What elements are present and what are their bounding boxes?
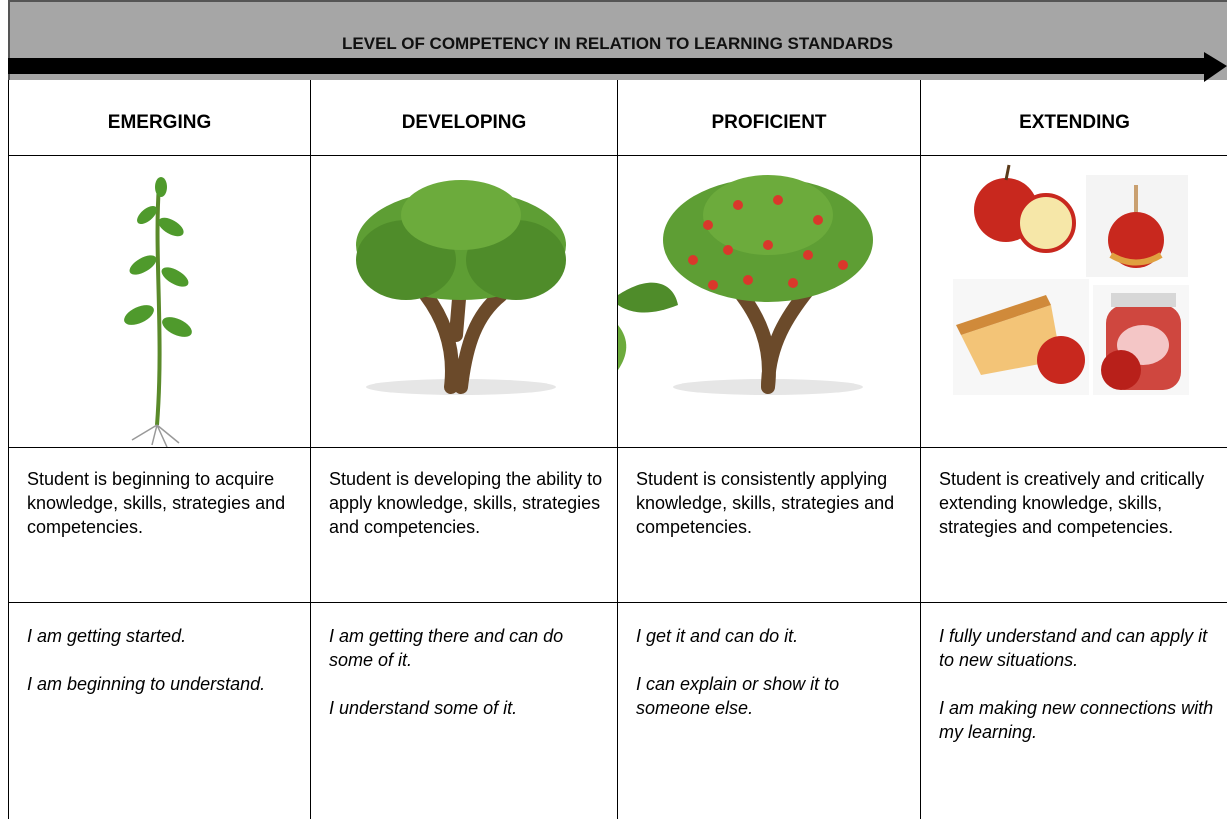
column: DEVELOPING Student is developing the abi… [310,80,617,819]
statement: I fully understand and can apply it to n… [939,626,1208,670]
image-cell [311,155,617,448]
column: PROFICIENT Student is consistently apply… [617,80,920,819]
header-title: LEVEL OF COMPETENCY IN RELATION TO LEARN… [342,34,893,53]
description: Student is creatively and critically ext… [921,447,1227,603]
statement: I understand some of it. [329,698,518,718]
statement: I am getting started. [27,626,187,646]
statements: I get it and can do it. I can explain or… [618,603,920,744]
statements: I am getting there and can do some of it… [311,603,617,744]
level-heading: EMERGING [9,80,310,156]
description: Student is beginning to acquire knowledg… [9,447,310,603]
description: Student is developing the ability to app… [311,447,617,603]
tree-image [356,180,566,395]
statement: I am making new connections with my lear… [939,698,1214,742]
image-cell [921,155,1227,448]
arrow [8,52,1227,82]
statements: I fully understand and can apply it to n… [921,603,1227,768]
statement: I am beginning to understand. [27,674,266,694]
description: Student is consistently applying knowled… [618,447,920,603]
image-cell [618,155,920,448]
apple-products-image [953,164,1189,395]
level-heading: DEVELOPING [311,80,617,156]
apple-tree-image [618,175,873,395]
sprout-image [124,177,192,448]
statements: I am getting started. I am beginning to … [9,603,310,720]
column: EMERGING Student is beginning to acquire… [8,80,310,819]
level-heading: EXTENDING [921,80,1227,156]
image-cell [9,155,310,448]
statement: I get it and can do it. [636,626,799,646]
column: EXTENDING Student is creativ [920,80,1227,819]
statement: I can explain or show it to someone else… [636,674,840,718]
statement: I am getting there and can do some of it… [329,626,564,670]
level-heading: PROFICIENT [618,80,920,156]
